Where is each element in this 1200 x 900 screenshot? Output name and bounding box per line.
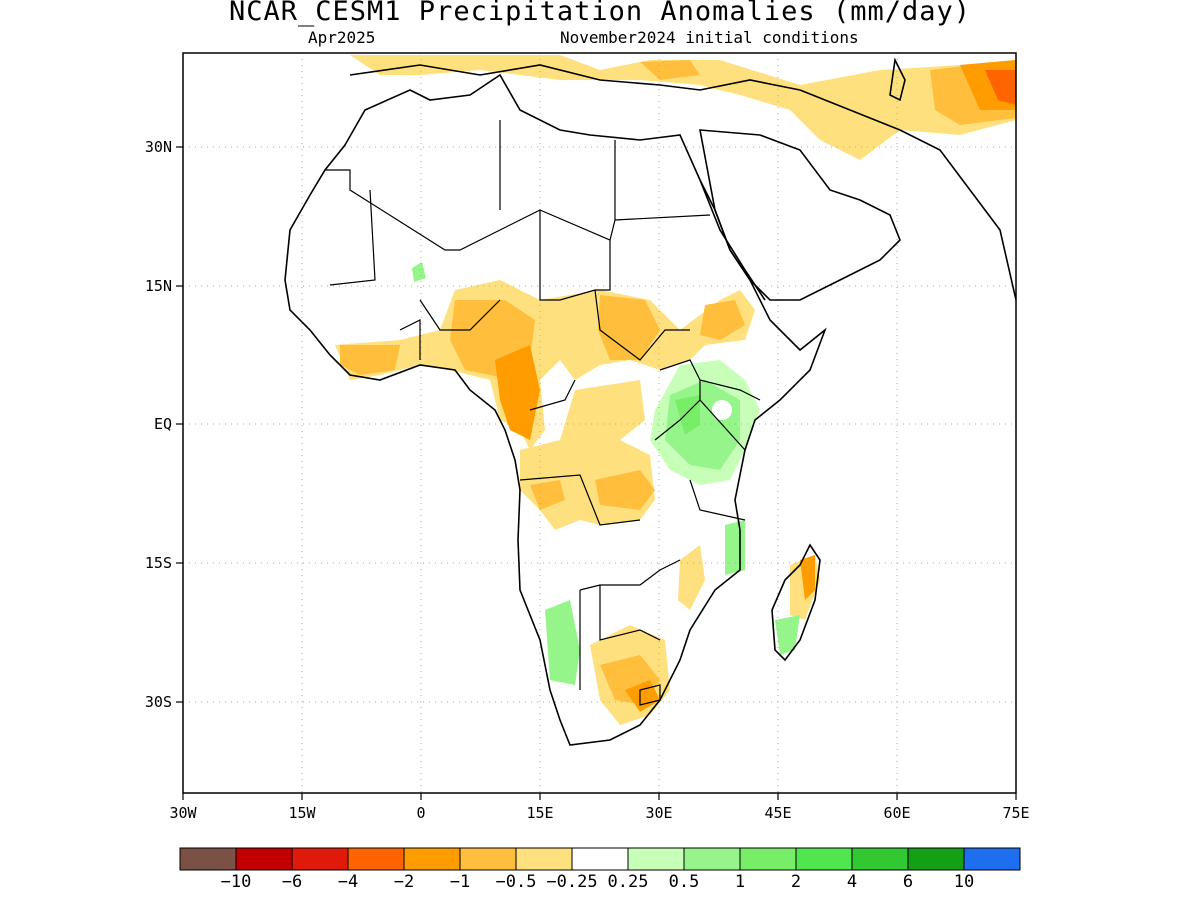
colorbar-tick-label: −4 <box>337 872 359 892</box>
lat-tick-30n: 30N <box>144 138 172 156</box>
lat-tick-15s: 15S <box>144 554 172 572</box>
red-sea-inner <box>699 179 766 301</box>
shade-mozambique-dry <box>678 545 705 610</box>
colorbar-swatch <box>851 847 909 871</box>
colorbar-tick-label: 0.5 <box>668 872 700 892</box>
tick-marks <box>176 146 1017 800</box>
shade-namibia-wet <box>545 600 580 685</box>
colorbar-swatch <box>291 847 349 871</box>
forecast-month: Apr2025 <box>308 28 376 47</box>
colorbar-tick-label: 2 <box>790 872 802 892</box>
colorbar-tick-label: −10 <box>220 872 252 892</box>
shade-north-very <box>985 70 1016 105</box>
borders <box>325 120 761 706</box>
colorbar <box>179 847 1021 871</box>
shade-tanzania-coast-wet <box>725 520 745 575</box>
chart-title: NCAR_CESM1 Precipitation Anomalies (mm/d… <box>229 0 971 27</box>
iran-coast <box>799 89 1017 301</box>
lon-tick-30e: 30E <box>645 804 673 822</box>
colorbar-swatch <box>347 847 405 871</box>
colorbar-swatch <box>907 847 965 871</box>
colorbar-tick-label: 0.25 <box>607 872 649 892</box>
colorbar-tick-label: −0.5 <box>495 872 537 892</box>
colorbar-swatch <box>627 847 685 871</box>
shade-angola-mid <box>595 470 655 510</box>
shade-east-africa-strong <box>675 395 700 435</box>
colorbar-tick-label: 4 <box>846 872 858 892</box>
lon-tick-0: 0 <box>416 804 426 822</box>
initial-conditions: November2024 initial conditions <box>560 28 859 47</box>
colorbar-tick-label: 10 <box>953 872 975 892</box>
colorbar-tick-label: −0.25 <box>546 872 598 892</box>
shade-kenya-white <box>712 400 732 420</box>
shade-cameroon-strong <box>495 345 540 440</box>
colorbar-swatch <box>683 847 741 871</box>
lon-tick-75e: 75E <box>1002 804 1030 822</box>
madagascar-coastline <box>771 543 821 662</box>
lon-tick-60e: 60E <box>883 804 911 822</box>
arabia-coastline <box>699 129 901 301</box>
shade-sudan-mid <box>598 295 660 360</box>
shade-north-dry <box>350 55 1016 160</box>
lon-tick-45e: 45E <box>764 804 792 822</box>
colorbar-swatch <box>515 847 573 871</box>
colorbar-swatch <box>795 847 853 871</box>
lat-tick-15n: 15N <box>144 277 172 295</box>
shade-madagascar-wet <box>775 615 800 655</box>
colorbar-swatch <box>739 847 797 871</box>
colorbar-tick-label: −2 <box>393 872 415 892</box>
shade-west-africa-mid <box>340 345 400 375</box>
africa-coastline <box>284 73 827 746</box>
colorbar-swatch <box>963 847 1021 871</box>
lat-tick-30s: 30S <box>144 693 172 711</box>
colorbar-tick-label: 6 <box>902 872 914 892</box>
lat-tick-eq: EQ <box>153 415 172 433</box>
colorbar-tick-label: 1 <box>734 872 746 892</box>
lon-tick-30w: 30W <box>169 804 197 822</box>
colorbar-swatch <box>459 847 517 871</box>
shade-angola-mid2 <box>530 480 565 510</box>
lon-tick-15e: 15E <box>526 804 554 822</box>
coastlines <box>284 57 1017 746</box>
europe-coast <box>349 64 801 91</box>
colorbar-swatch <box>179 847 237 871</box>
colorbar-swatch <box>235 847 293 871</box>
shade-sa-strong <box>625 680 660 712</box>
anomaly-shading <box>335 55 1016 725</box>
colorbar-swatch <box>571 847 629 871</box>
shade-ethiopia-mid <box>700 300 745 340</box>
colorbar-tick-label: −1 <box>449 872 471 892</box>
shade-sahel-wet <box>412 262 426 282</box>
colorbar-swatch <box>403 847 461 871</box>
caspian <box>889 57 906 102</box>
grid-lines <box>183 53 1016 793</box>
map-frame <box>182 52 1017 794</box>
lon-tick-15w: 15W <box>288 804 316 822</box>
colorbar-tick-label: −6 <box>281 872 303 892</box>
shade-north-mid2 <box>640 60 700 80</box>
shade-madagascar-mid <box>800 555 815 600</box>
